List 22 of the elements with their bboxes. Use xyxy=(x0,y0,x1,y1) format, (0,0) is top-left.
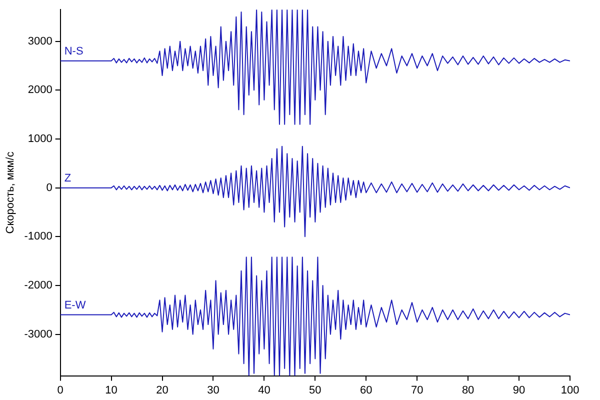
y-tick-label: 0 xyxy=(46,182,52,194)
y-tick-label: 2000 xyxy=(28,84,52,96)
x-tick-label: 60 xyxy=(360,384,372,396)
series-label: E-W xyxy=(64,299,86,312)
series-label: Z xyxy=(64,172,72,184)
x-tick-label: 40 xyxy=(258,384,270,396)
x-tick-label: 50 xyxy=(309,384,322,396)
y-tick-label: 3000 xyxy=(28,35,52,48)
x-tick-label: 30 xyxy=(207,384,220,396)
y-tick-label: -3000 xyxy=(24,328,52,340)
y-tick-label: -2000 xyxy=(24,280,52,292)
x-tick-label: 80 xyxy=(462,384,474,396)
x-tick-label: 0 xyxy=(57,384,64,396)
y-tick-label: -1000 xyxy=(24,230,52,243)
series-label: N-S xyxy=(64,45,84,58)
y-tick-label: 1000 xyxy=(28,133,52,146)
x-tick-label: 10 xyxy=(105,384,118,396)
y-axis-title: Скорость, мкм/с xyxy=(4,151,17,234)
x-tick-label: 90 xyxy=(512,384,526,396)
x-tick-label: 20 xyxy=(156,384,168,396)
x-tick-label: 100 xyxy=(560,384,580,396)
x-tick-label: 70 xyxy=(410,384,424,396)
